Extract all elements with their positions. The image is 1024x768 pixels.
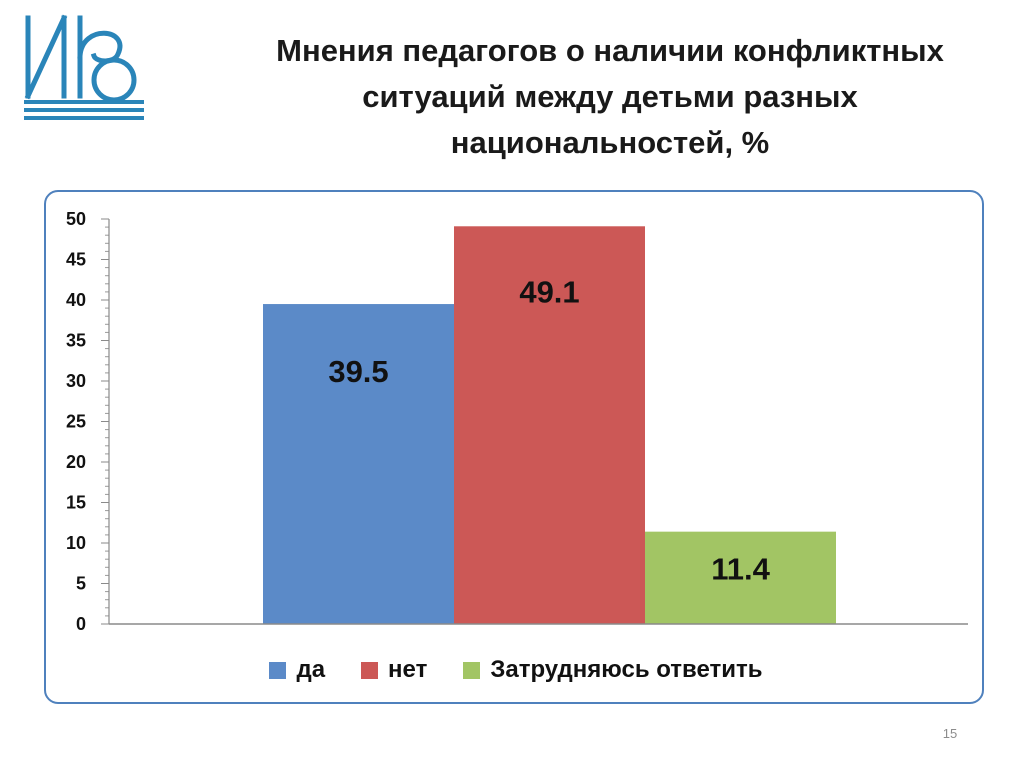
bar-2-value-label: 49.1 [519, 274, 579, 309]
y-tick-label: 5 [76, 574, 86, 594]
y-tick-label: 25 [66, 412, 86, 432]
y-tick-label: 10 [66, 533, 86, 553]
bar-1-value-label: 39.5 [328, 354, 388, 389]
bar-chart: 0 5 10 15 20 25 30 35 40 45 50 39.5 49.1 11.4 [46, 192, 986, 706]
bar-3-value-label: 11.4 [711, 552, 770, 587]
logo [22, 14, 146, 122]
y-tick-label: 50 [66, 209, 86, 229]
legend-item-da: да [269, 656, 325, 684]
y-tick-label: 20 [66, 452, 86, 472]
chart-frame: 0 5 10 15 20 25 30 35 40 45 50 39.5 49.1 11.4 да нет … [44, 190, 984, 704]
legend-label-hard-to-say: Затрудняюсь ответить [490, 656, 762, 684]
chart-legend: да нет Затрудняюсь ответить [46, 656, 986, 684]
y-tick-label: 35 [66, 331, 86, 351]
y-tick-label: 40 [66, 290, 86, 310]
y-tick-label: 0 [76, 614, 86, 634]
page-number: 15 [930, 726, 970, 741]
legend-item-hard-to-say: Затрудняюсь ответить [463, 656, 762, 684]
legend-label-da: да [296, 656, 325, 684]
slide-title: Мнения педагогов о наличии конфликтных с… [250, 28, 970, 166]
legend-item-net: нет [361, 656, 427, 684]
legend-swatch-net [361, 662, 378, 679]
y-tick-label: 45 [66, 250, 86, 270]
legend-label-net: нет [388, 656, 427, 684]
legend-swatch-hard-to-say [463, 662, 480, 679]
y-tick-label: 30 [66, 371, 86, 391]
y-tick-label: 15 [66, 493, 86, 513]
bar-1 [263, 304, 454, 624]
legend-swatch-da [269, 662, 286, 679]
